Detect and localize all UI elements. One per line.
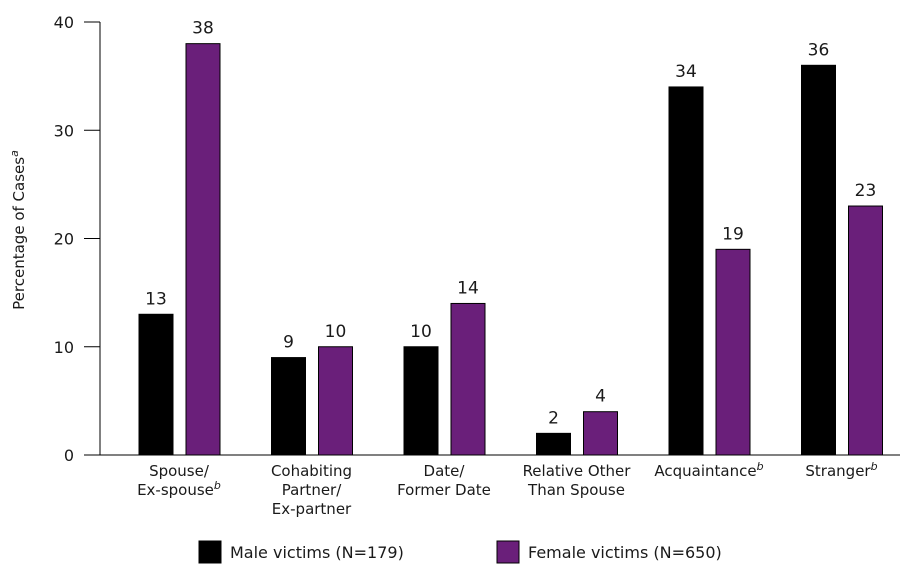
value-label-s1-c2: 14 (457, 278, 479, 298)
y-tick-label-10: 10 (54, 338, 74, 357)
y-tick-label-30: 30 (54, 121, 74, 140)
value-label-s1-c3: 4 (595, 387, 606, 407)
category-label-2: Date/Former Date (397, 462, 491, 499)
category-label-1: Cohabiting Partner/Ex-partner (271, 462, 352, 518)
legend: Male victims (N=179) Female victims (N=65… (198, 540, 722, 564)
bar-s0-c3 (536, 432, 571, 456)
bar-s0-c4 (668, 86, 704, 456)
value-label-s1-c5: 23 (855, 181, 877, 201)
bar-s1-c3 (583, 411, 618, 456)
legend-label-1: Female victims (N=650) (528, 543, 722, 562)
category-label-0: Spouse/Ex-spouseb (137, 462, 221, 499)
bar-s1-c1 (318, 346, 353, 456)
y-tick-label-40: 40 (54, 13, 74, 32)
value-label-s0-c2: 10 (410, 322, 432, 342)
bars (138, 43, 883, 456)
legend-label-0: Male victims (N=179) (230, 543, 404, 562)
bar-s0-c1 (271, 357, 306, 456)
bar-s1-c0 (185, 43, 221, 456)
value-label-s1-c0: 38 (192, 19, 214, 39)
value-label-s0-c4: 34 (675, 62, 697, 82)
y-axis-title: Percentage of Casesa (8, 150, 28, 310)
legend-swatch-0 (198, 540, 222, 564)
bar-s1-c2 (450, 302, 486, 456)
y-axis: 0 10 20 30 40 (54, 13, 101, 465)
category-labels: Spouse/Ex-spouseb Cohabiting Partner/Ex-pa… (137, 460, 878, 518)
bar-s1-c5 (848, 205, 883, 456)
category-label-5: Strangerb (805, 460, 877, 480)
value-label-s1-c1: 10 (325, 322, 347, 342)
y-axis-title-superscript: a (8, 150, 21, 157)
value-labels: 13 9 10 2 34 36 38 10 14 4 19 23 (145, 19, 876, 429)
value-label-s1-c4: 19 (722, 224, 744, 244)
value-label-s0-c1: 9 (283, 333, 294, 353)
value-label-s0-c5: 36 (808, 40, 830, 60)
y-axis-title-text: Percentage of Cases (10, 157, 28, 310)
bar-s1-c4 (715, 248, 751, 456)
y-tick-label-20: 20 (54, 230, 74, 249)
legend-swatch-1 (496, 540, 520, 564)
value-label-s0-c0: 13 (145, 289, 167, 309)
y-tick-label-0: 0 (64, 446, 74, 465)
bar-s0-c2 (403, 346, 439, 456)
value-label-s0-c3: 2 (548, 408, 559, 428)
bar-s0-c5 (801, 64, 836, 456)
category-label-3: Relative Other Than Spouse (523, 462, 632, 499)
bar-s0-c0 (138, 313, 174, 456)
category-label-4: Acquaintanceb (654, 460, 763, 480)
